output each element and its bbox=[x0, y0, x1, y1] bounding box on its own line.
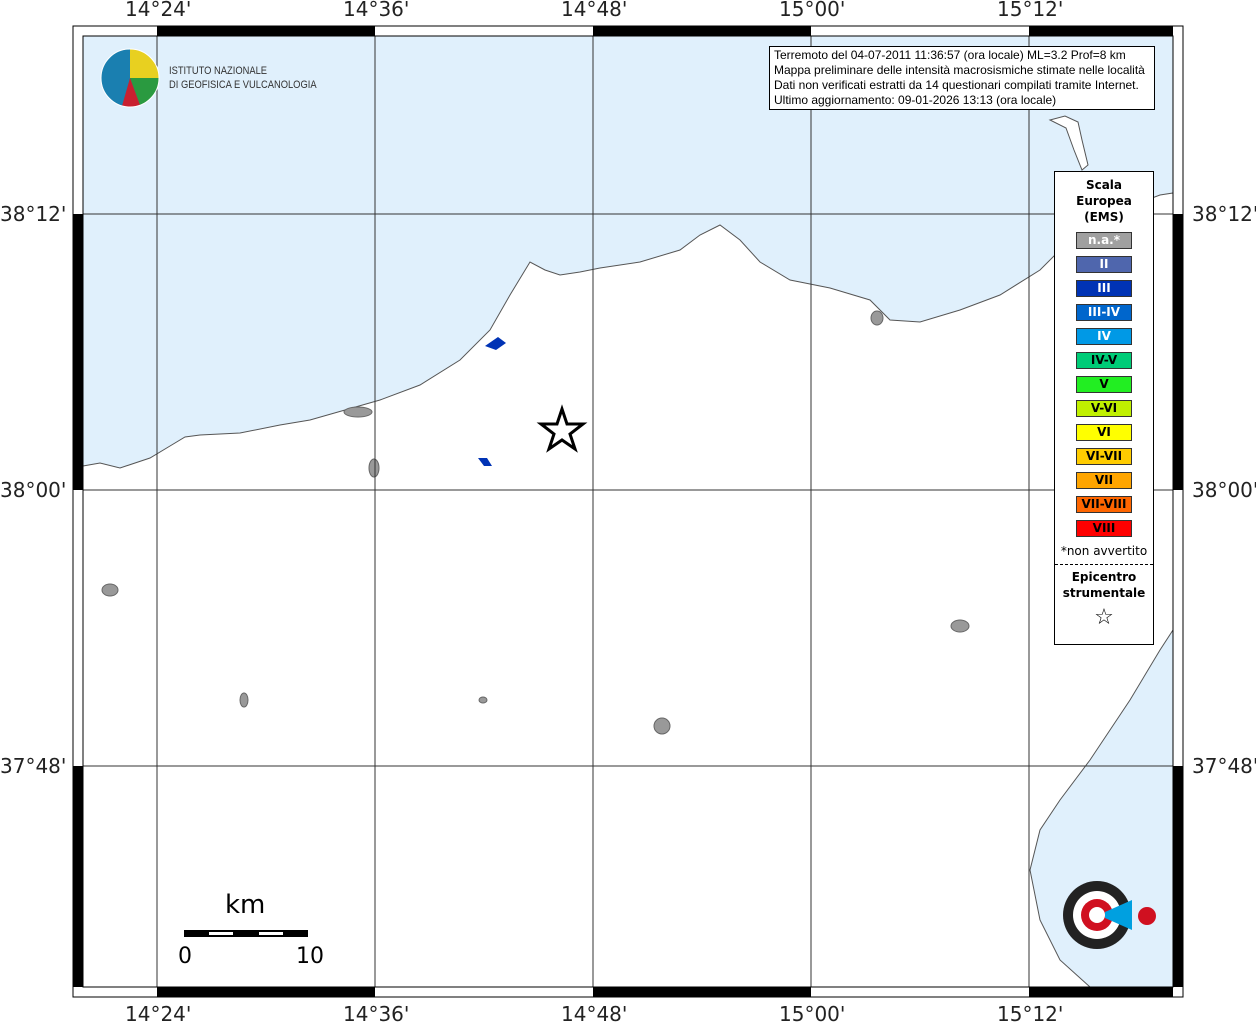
lon-tick: 14°24' bbox=[125, 0, 192, 21]
legend-swatch: VII bbox=[1076, 472, 1132, 489]
scale-start: 0 bbox=[178, 944, 192, 969]
lat-tick: 38°00' bbox=[1192, 478, 1256, 502]
lon-tick: 15°12' bbox=[997, 0, 1064, 21]
map-frame bbox=[72, 25, 1184, 998]
legend-swatch: VI bbox=[1076, 424, 1132, 441]
legend-swatch: V bbox=[1076, 376, 1132, 393]
lon-tick: 14°48' bbox=[561, 0, 628, 21]
legend-epicenter-label: Epicentro strumentale bbox=[1055, 569, 1153, 601]
legend-title-line: Europea bbox=[1076, 194, 1132, 208]
lon-tick: 14°24' bbox=[125, 1002, 192, 1026]
legend-title-line: (EMS) bbox=[1084, 210, 1124, 224]
event-info-box: Terremoto del 04-07-2011 11:36:57 (ora l… bbox=[769, 46, 1155, 110]
hsit-logo bbox=[1063, 881, 1156, 949]
lat-tick: 38°12' bbox=[0, 202, 67, 226]
institute-line: DI GEOFISICA E VULCANOLOGIA bbox=[169, 79, 317, 91]
data-note: Dati non verificati estratti da 14 quest… bbox=[774, 78, 1139, 92]
legend-swatch: IV-V bbox=[1076, 352, 1132, 369]
lon-tick: 15°00' bbox=[779, 0, 846, 21]
star-icon: ☆ bbox=[1094, 605, 1114, 630]
legend-swatch: II bbox=[1076, 256, 1132, 273]
epicenter-star[interactable] bbox=[536, 404, 588, 453]
event-line: Terremoto del 04-07-2011 11:36:57 (ora l… bbox=[774, 48, 1126, 62]
lon-tick: 15°12' bbox=[997, 1002, 1064, 1026]
scale-bar-graphic bbox=[184, 930, 308, 937]
legend-title: Scala Europea (EMS) bbox=[1055, 177, 1153, 225]
ems-legend: Scala Europea (EMS) n.a.* II III III-IV IV IV… bbox=[1054, 171, 1154, 645]
observation-iii[interactable] bbox=[485, 337, 506, 350]
epi-line: Epicentro bbox=[1071, 570, 1137, 584]
legend-swatch: n.a.* bbox=[1076, 232, 1132, 249]
lat-tick: 37°48' bbox=[0, 754, 67, 778]
institute-name: ISTITUTO NAZIONALE DI GEOFISICA E VULCAN… bbox=[169, 64, 317, 92]
epi-line: strumentale bbox=[1062, 586, 1146, 600]
last-update: Ultimo aggiornamento: 09-01-2026 13:13 (… bbox=[774, 93, 1057, 107]
legend-swatch: V-VI bbox=[1076, 400, 1132, 417]
legend-note: *non avvertito bbox=[1055, 544, 1153, 565]
lon-tick: 14°36' bbox=[343, 1002, 410, 1026]
lat-tick: 37°48' bbox=[1192, 754, 1256, 778]
lat-tick: 38°12' bbox=[1192, 202, 1256, 226]
land-sicily bbox=[82, 192, 1174, 988]
institute-line: ISTITUTO NAZIONALE bbox=[169, 65, 268, 77]
lakes bbox=[101, 310, 970, 735]
legend-swatch: III bbox=[1076, 280, 1132, 297]
scale-unit: km bbox=[225, 890, 266, 920]
lon-tick: 15°00' bbox=[779, 1002, 846, 1026]
legend-swatches: n.a.* II III III-IV IV IV-V V V-VI VI VI-VII VII VI… bbox=[1055, 232, 1153, 537]
lat-tick: 38°00' bbox=[0, 478, 67, 502]
legend-swatch: VIII bbox=[1076, 520, 1132, 537]
lon-tick: 14°48' bbox=[561, 1002, 628, 1026]
legend-swatch: VII-VIII bbox=[1076, 496, 1132, 513]
legend-swatch: VI-VII bbox=[1076, 448, 1132, 465]
map-description: Mappa preliminare delle intensità macros… bbox=[774, 63, 1145, 77]
graticule bbox=[83, 36, 1173, 987]
lon-tick: 14°36' bbox=[343, 0, 410, 21]
legend-swatch: IV bbox=[1076, 328, 1132, 345]
legend-title-line: Scala bbox=[1085, 178, 1123, 192]
scale-end: 10 bbox=[296, 944, 324, 969]
legend-swatch: III-IV bbox=[1076, 304, 1132, 321]
land-peninsula bbox=[1048, 115, 1089, 171]
ingv-logo-icon bbox=[100, 48, 160, 108]
observation-iii[interactable] bbox=[478, 458, 492, 466]
